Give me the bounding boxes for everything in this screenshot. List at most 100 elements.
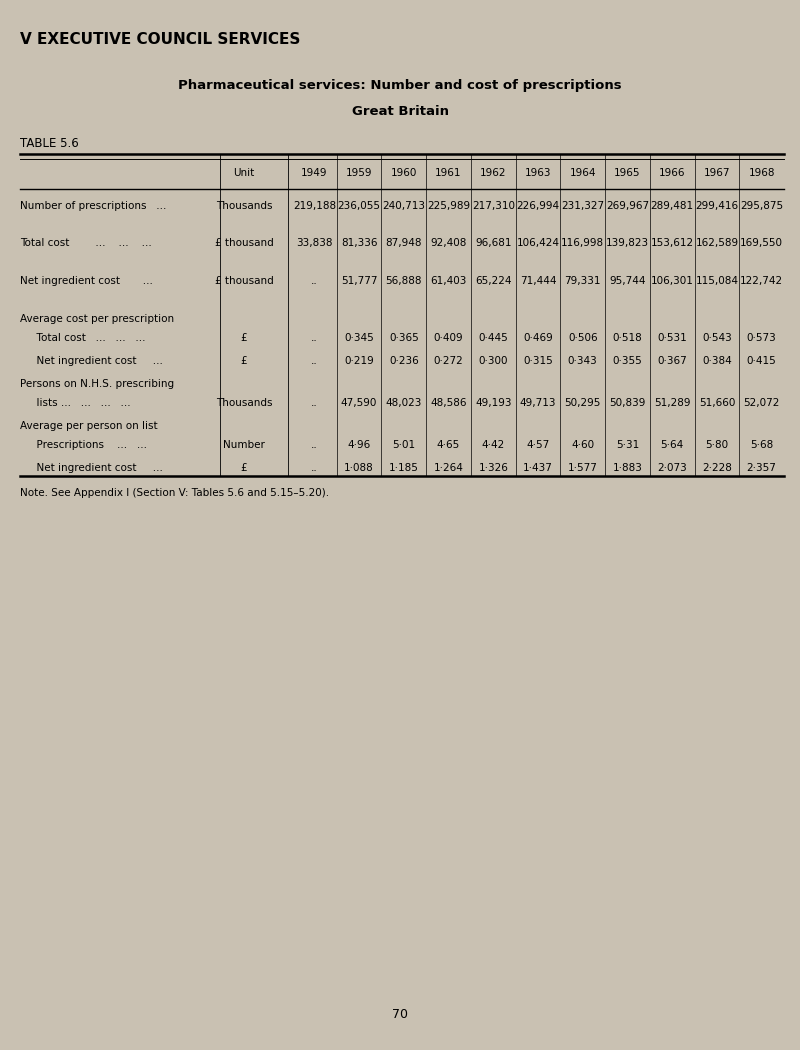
Text: 2·073: 2·073 xyxy=(658,463,687,474)
Text: 0·384: 0·384 xyxy=(702,356,732,366)
Text: 81,336: 81,336 xyxy=(341,238,378,249)
Text: 4·65: 4·65 xyxy=(437,440,460,450)
Text: 51,289: 51,289 xyxy=(654,398,690,408)
Text: Net ingredient cost     ...: Net ingredient cost ... xyxy=(30,356,162,366)
Text: TABLE 5.6: TABLE 5.6 xyxy=(20,136,78,149)
Text: 79,331: 79,331 xyxy=(565,276,601,287)
Text: ..: .. xyxy=(311,463,318,474)
Text: 1964: 1964 xyxy=(570,168,596,178)
Text: 0·469: 0·469 xyxy=(523,333,553,343)
Text: 71,444: 71,444 xyxy=(520,276,556,287)
Text: 289,481: 289,481 xyxy=(650,201,694,211)
Text: 0·219: 0·219 xyxy=(344,356,374,366)
Text: 50,295: 50,295 xyxy=(565,398,601,408)
Text: £: £ xyxy=(241,333,247,343)
Text: 96,681: 96,681 xyxy=(475,238,511,249)
Text: Net ingredient cost     ...: Net ingredient cost ... xyxy=(30,463,162,474)
Text: V EXECUTIVE COUNCIL SERVICES: V EXECUTIVE COUNCIL SERVICES xyxy=(20,32,300,46)
Text: 226,994: 226,994 xyxy=(517,201,559,211)
Text: 217,310: 217,310 xyxy=(472,201,514,211)
Text: 162,589: 162,589 xyxy=(695,238,738,249)
Text: Number: Number xyxy=(223,440,265,450)
Text: 115,084: 115,084 xyxy=(695,276,738,287)
Text: 0·315: 0·315 xyxy=(523,356,553,366)
Text: 236,055: 236,055 xyxy=(338,201,381,211)
Text: 1966: 1966 xyxy=(659,168,686,178)
Text: 1967: 1967 xyxy=(704,168,730,178)
Text: 1968: 1968 xyxy=(748,168,775,178)
Text: 5·64: 5·64 xyxy=(661,440,684,450)
Text: 299,416: 299,416 xyxy=(695,201,738,211)
Text: 4·42: 4·42 xyxy=(482,440,505,450)
Text: 219,188: 219,188 xyxy=(293,201,336,211)
Text: Net ingredient cost       ...: Net ingredient cost ... xyxy=(20,276,153,287)
Text: 2·357: 2·357 xyxy=(746,463,777,474)
Text: 1·088: 1·088 xyxy=(344,463,374,474)
Text: 0·300: 0·300 xyxy=(478,356,508,366)
Text: 1960: 1960 xyxy=(390,168,417,178)
Text: 1·326: 1·326 xyxy=(478,463,508,474)
Text: 48,023: 48,023 xyxy=(386,398,422,408)
Text: 87,948: 87,948 xyxy=(386,238,422,249)
Text: 153,612: 153,612 xyxy=(650,238,694,249)
Text: 0·506: 0·506 xyxy=(568,333,598,343)
Text: 1963: 1963 xyxy=(525,168,551,178)
Text: 122,742: 122,742 xyxy=(740,276,783,287)
Text: 0·573: 0·573 xyxy=(746,333,777,343)
Text: 106,301: 106,301 xyxy=(650,276,694,287)
Text: Persons on N.H.S. prescribing: Persons on N.H.S. prescribing xyxy=(20,379,174,390)
Text: 0·355: 0·355 xyxy=(613,356,642,366)
Text: 48,586: 48,586 xyxy=(430,398,466,408)
Text: 61,403: 61,403 xyxy=(430,276,466,287)
Text: £ thousand: £ thousand xyxy=(214,276,274,287)
Text: 50,839: 50,839 xyxy=(610,398,646,408)
Text: 0·531: 0·531 xyxy=(658,333,687,343)
Text: 47,590: 47,590 xyxy=(341,398,378,408)
Text: 1·437: 1·437 xyxy=(523,463,553,474)
Text: 2·228: 2·228 xyxy=(702,463,732,474)
Text: 0·445: 0·445 xyxy=(478,333,508,343)
Text: 4·57: 4·57 xyxy=(526,440,550,450)
Text: 0·543: 0·543 xyxy=(702,333,732,343)
Text: 0·343: 0·343 xyxy=(568,356,598,366)
Text: £: £ xyxy=(241,463,247,474)
Text: 1·185: 1·185 xyxy=(389,463,418,474)
Text: Thousands: Thousands xyxy=(216,398,272,408)
Text: 4·60: 4·60 xyxy=(571,440,594,450)
Text: 0·272: 0·272 xyxy=(434,356,463,366)
Text: ..: .. xyxy=(311,333,318,343)
Text: Average per person on list: Average per person on list xyxy=(20,421,158,432)
Text: Unit: Unit xyxy=(234,168,254,178)
Text: £ thousand: £ thousand xyxy=(214,238,274,249)
Text: 231,327: 231,327 xyxy=(561,201,604,211)
Text: 70: 70 xyxy=(392,1008,408,1021)
Text: lists ...   ...   ...   ...: lists ... ... ... ... xyxy=(30,398,130,408)
Text: 1961: 1961 xyxy=(435,168,462,178)
Text: 51,777: 51,777 xyxy=(341,276,378,287)
Text: 51,660: 51,660 xyxy=(698,398,735,408)
Text: ..: .. xyxy=(311,398,318,408)
Text: 33,838: 33,838 xyxy=(296,238,333,249)
Text: 49,193: 49,193 xyxy=(475,398,511,408)
Text: 106,424: 106,424 xyxy=(517,238,559,249)
Text: Number of prescriptions   ...: Number of prescriptions ... xyxy=(20,201,166,211)
Text: ..: .. xyxy=(311,356,318,366)
Text: 65,224: 65,224 xyxy=(475,276,511,287)
Text: 240,713: 240,713 xyxy=(382,201,426,211)
Text: 1·577: 1·577 xyxy=(568,463,598,474)
Text: 0·367: 0·367 xyxy=(658,356,687,366)
Text: 1949: 1949 xyxy=(301,168,328,178)
Text: 0·236: 0·236 xyxy=(389,356,418,366)
Text: 5·01: 5·01 xyxy=(392,440,415,450)
Text: Average cost per prescription: Average cost per prescription xyxy=(20,314,174,324)
Text: 4·96: 4·96 xyxy=(347,440,370,450)
Text: Note. See Appendix I (Section V: Tables 5.6 and 5.15–5.20).: Note. See Appendix I (Section V: Tables … xyxy=(20,488,329,499)
Text: 52,072: 52,072 xyxy=(743,398,780,408)
Text: 225,989: 225,989 xyxy=(427,201,470,211)
Text: Thousands: Thousands xyxy=(216,201,272,211)
Text: 5·68: 5·68 xyxy=(750,440,774,450)
Text: 1·883: 1·883 xyxy=(613,463,642,474)
Text: 1965: 1965 xyxy=(614,168,641,178)
Text: 95,744: 95,744 xyxy=(610,276,646,287)
Text: Prescriptions    ...   ...: Prescriptions ... ... xyxy=(30,440,146,450)
